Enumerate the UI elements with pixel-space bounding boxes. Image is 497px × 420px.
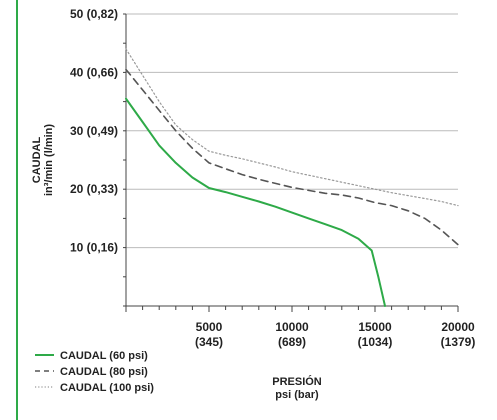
- label-layer: 10 (0,16) 20 (0,33) 30 (0,49) 40 (0,66) 50 (…: [31, 7, 475, 401]
- x-tick-sublabel: (689): [278, 335, 306, 349]
- x-axis-title: PRESIÓN: [272, 375, 322, 388]
- axis-layer: [123, 13, 459, 312]
- legend-label: CAUDAL (100 psi): [60, 382, 154, 394]
- y-axis-title: CAUDAL: [31, 137, 43, 184]
- frame-accent-line: [16, 0, 18, 420]
- series-line-dashed: [125, 68, 459, 246]
- x-tick-sublabel: (345): [195, 335, 223, 349]
- y-tick-label: 20 (0,33): [70, 182, 118, 196]
- x-tick-label: 20000: [441, 320, 475, 334]
- legend-label: CAUDAL (80 psi): [60, 366, 148, 378]
- x-axis-unit: psi (bar): [275, 389, 319, 401]
- grid-layer: [126, 13, 458, 249]
- y-tick-label: 40 (0,66): [70, 65, 118, 79]
- x-tick-sublabel: (1034): [358, 335, 393, 349]
- y-tick-label: 10 (0,16): [70, 241, 118, 255]
- legend-layer: CAUDAL (60 psi) CAUDAL (80 psi) CAUDAL (10…: [35, 350, 154, 394]
- y-axis-unit: in³/min (l/min): [43, 124, 55, 196]
- x-tick-label: 15000: [358, 320, 392, 334]
- legend-label: CAUDAL (60 psi): [60, 350, 148, 362]
- x-tick-sublabel: (1379): [441, 335, 476, 349]
- series-layer: [125, 48, 459, 307]
- series-line-solid: [125, 97, 386, 307]
- y-tick-label: 50 (0,82): [70, 7, 118, 21]
- series-line-dotted: [125, 48, 459, 207]
- x-tick-label: 10000: [275, 320, 309, 334]
- x-tick-label: 5000: [196, 320, 223, 334]
- y-tick-label: 30 (0,49): [70, 124, 118, 138]
